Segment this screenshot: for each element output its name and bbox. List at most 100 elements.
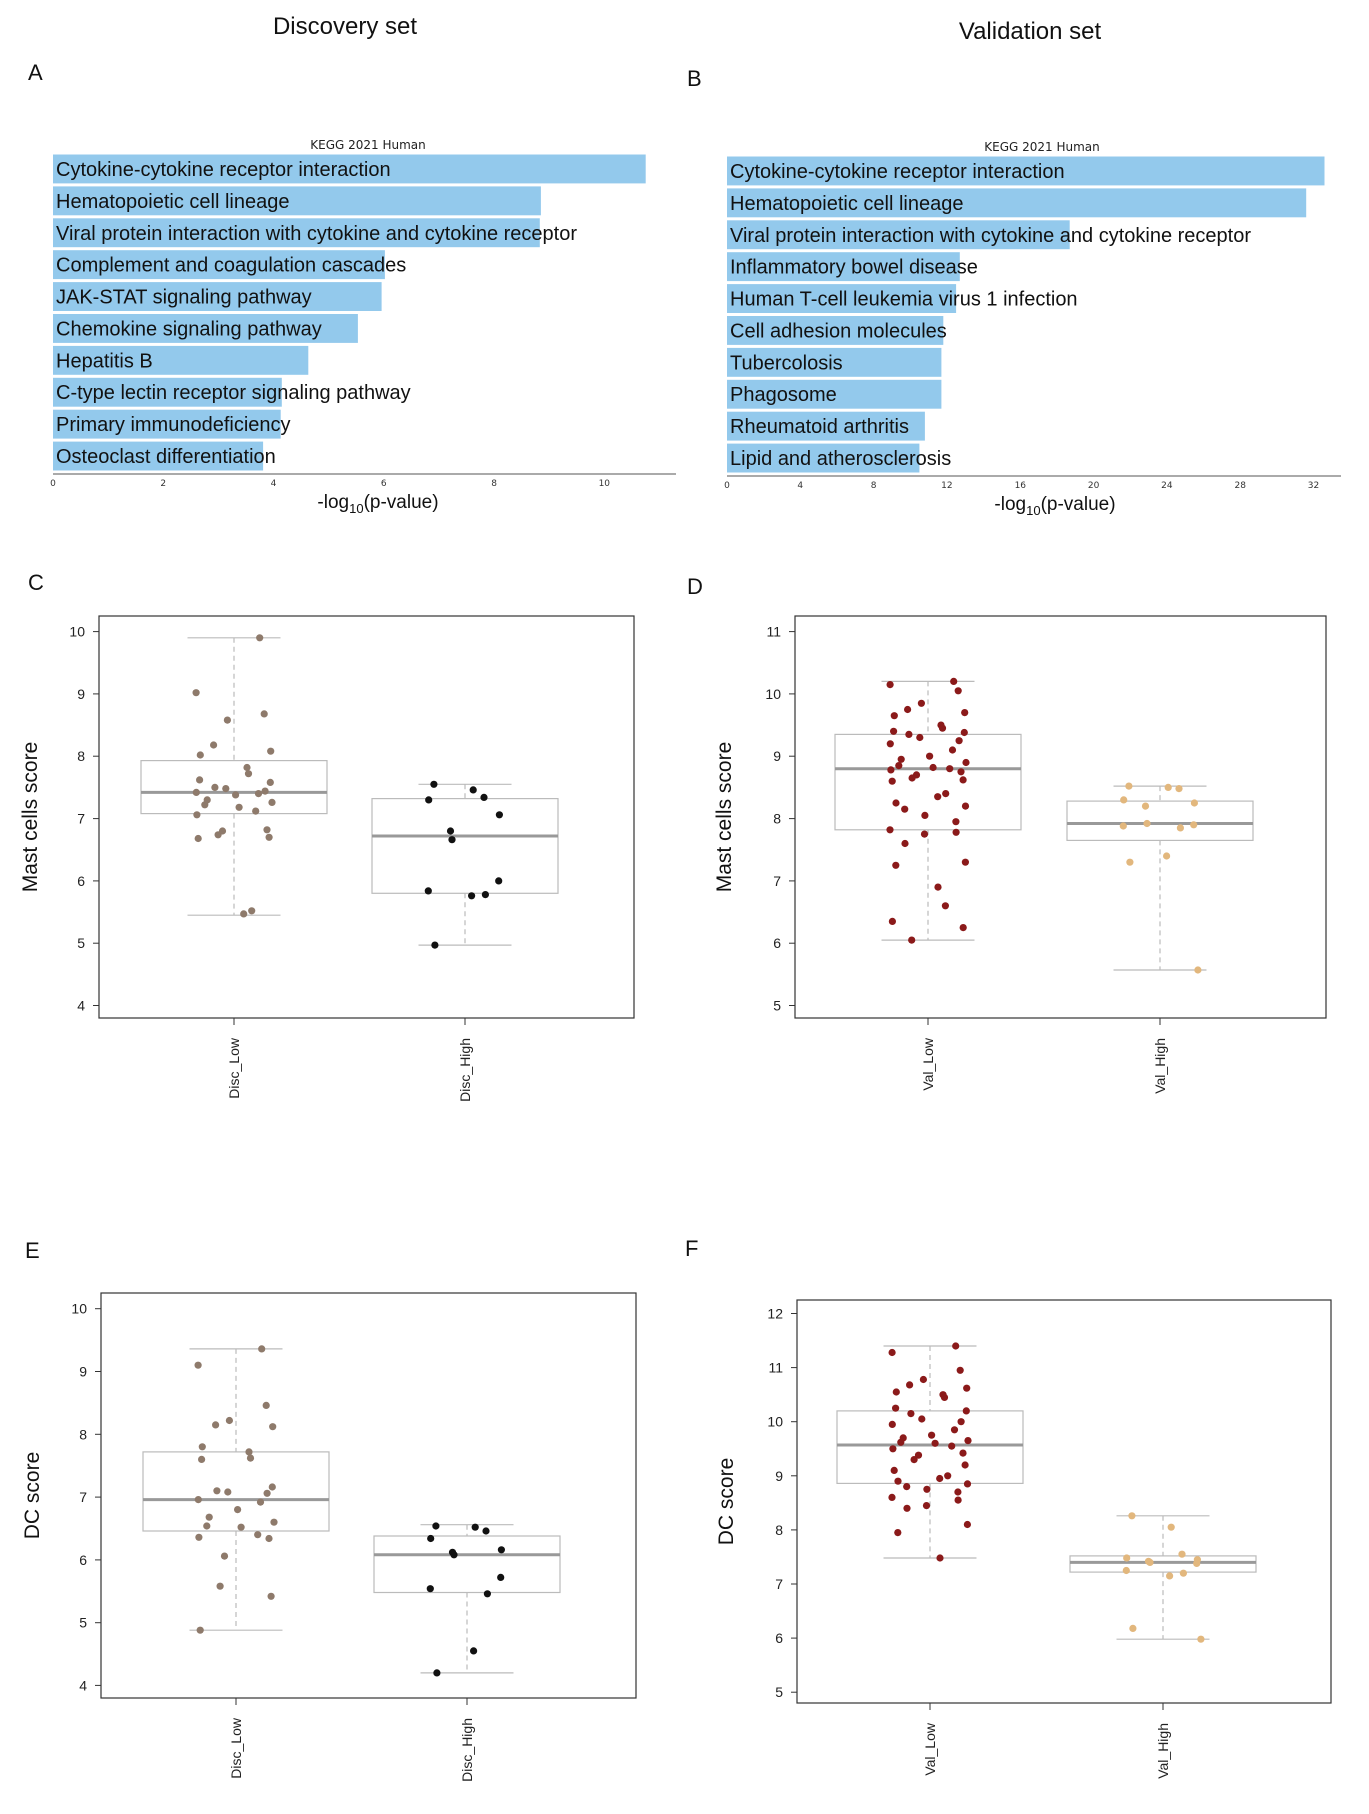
bar-label: Hematopoietic cell lineage (56, 191, 289, 213)
data-point (1194, 966, 1202, 974)
y-tick-label: 9 (773, 748, 781, 764)
data-point (243, 763, 251, 772)
y-tick-label: 5 (773, 998, 781, 1014)
data-point (952, 1342, 960, 1350)
data-point (195, 1533, 203, 1541)
y-tick-label: 8 (775, 1522, 783, 1538)
bar-label: Inflammatory bowel disease (730, 257, 978, 279)
data-point (192, 788, 200, 797)
data-point (268, 798, 276, 807)
y-tick-label: 7 (77, 811, 85, 827)
x-tick-label: 6 (381, 479, 387, 489)
data-point (890, 727, 898, 735)
y-tick-label: 5 (79, 1615, 87, 1631)
bar-label: Complement and coagulation cascades (56, 255, 406, 277)
data-point (1179, 1569, 1187, 1577)
chart-title: KEGG 2021 Human (984, 140, 1100, 154)
x-tick-label: 8 (491, 479, 497, 489)
data-point (894, 1477, 902, 1485)
y-tick-label: 10 (69, 624, 85, 640)
data-point (950, 1426, 959, 1434)
data-point (483, 1590, 491, 1598)
data-point (921, 811, 929, 820)
data-point (256, 634, 264, 642)
data-point (929, 763, 937, 772)
data-point (210, 741, 218, 749)
data-point (1190, 821, 1198, 829)
bar (53, 154, 646, 184)
panel-label-a: A (28, 60, 43, 85)
box-iqr (1066, 800, 1254, 841)
group-label: Disc_Low (228, 1717, 244, 1779)
bar-label: Cytokine-cytokine receptor interaction (56, 159, 391, 181)
plot-frame (796, 1299, 1332, 1704)
data-point (495, 877, 503, 885)
data-point (963, 1384, 971, 1392)
data-point (201, 801, 209, 809)
data-point (482, 1527, 490, 1535)
data-point (232, 791, 240, 799)
data-point (212, 1421, 220, 1429)
y-tick-label: 7 (773, 873, 781, 889)
x-axis-title-log: -log (994, 494, 1026, 515)
y-tick-label: 10 (767, 1414, 783, 1430)
bar (53, 345, 309, 375)
data-point (895, 762, 903, 770)
data-point (254, 1531, 262, 1539)
data-point (432, 1522, 440, 1530)
data-point (198, 1443, 206, 1451)
data-point (495, 811, 503, 819)
data-point (193, 811, 201, 819)
x-axis-title-subscript: 10 (1026, 503, 1040, 518)
y-tick-label: 5 (775, 1684, 783, 1700)
data-point (904, 705, 912, 714)
data-point (910, 1456, 918, 1464)
data-point (888, 1493, 896, 1501)
mast-cells-boxplot-validation: 5 6 7 8 9 10 11 Mast cells score Val_Low Val_High (713, 615, 1327, 1094)
data-point (245, 1448, 253, 1456)
y-tick-label: 10 (765, 686, 781, 702)
data-point (952, 828, 960, 836)
data-point (908, 936, 916, 944)
data-point (897, 755, 905, 763)
data-point (950, 677, 958, 686)
data-point (920, 830, 929, 838)
bar (53, 250, 385, 280)
data-point (888, 1420, 896, 1428)
data-point (944, 1472, 952, 1480)
data-point (196, 751, 204, 759)
data-point (892, 799, 900, 807)
data-point (963, 1480, 972, 1488)
data-point (430, 780, 438, 788)
data-point (431, 941, 439, 949)
bar (53, 186, 541, 216)
box-iqr (371, 797, 559, 894)
data-point (213, 1487, 221, 1495)
data-point (962, 758, 970, 767)
bar (727, 411, 925, 441)
group-label: Disc_High (459, 1718, 475, 1782)
x-axis-title-rest: (p-value) (364, 492, 439, 513)
data-point (948, 746, 957, 754)
data-point (265, 1534, 273, 1543)
data-point (952, 818, 960, 826)
data-point (888, 917, 897, 926)
y-tick-label: 7 (79, 1489, 87, 1505)
data-point (214, 831, 222, 839)
data-point (888, 777, 896, 785)
data-point (959, 1449, 967, 1457)
group-label: Val_High (1152, 1038, 1168, 1094)
box-iqr (373, 1535, 561, 1594)
y-axis-title: DC score (21, 1452, 44, 1540)
group-label: Val_High (1155, 1723, 1171, 1779)
bar-label: Cytokine-cytokine receptor interaction (730, 161, 1065, 183)
kegg-bar-chart-validation: KEGG 2021 Human Cytokine-cytokine recepto… (724, 140, 1341, 518)
bar-label: Rheumatoid arthritis (730, 416, 909, 438)
data-point (427, 1534, 435, 1543)
bar (727, 379, 942, 409)
y-tick-label: 5 (77, 935, 85, 951)
data-point (224, 1488, 232, 1496)
data-point (1176, 824, 1184, 832)
x-tick-label: 20 (1088, 481, 1100, 491)
bar (727, 188, 1307, 218)
